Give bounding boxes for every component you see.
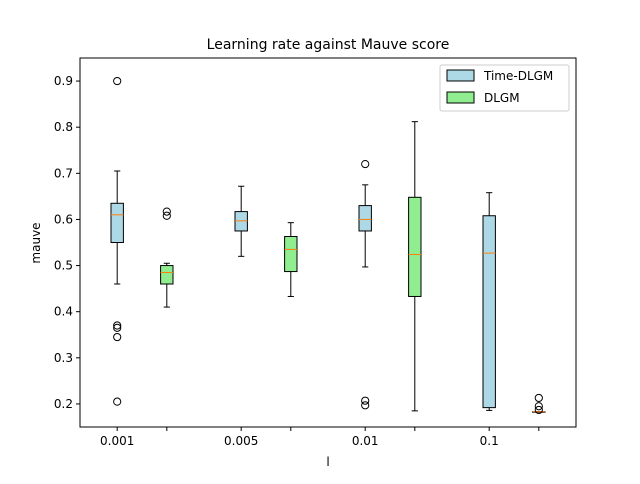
box-body <box>284 236 298 273</box>
box-group-time-dlgm <box>358 159 372 410</box>
y-tick-label: 0.7 <box>54 166 73 180</box>
box-group-time-dlgm <box>234 185 248 257</box>
outlier-point <box>162 207 171 216</box>
box-group-time-dlgm <box>110 76 124 406</box>
outlier-point <box>361 401 370 410</box>
box-group-dlgm <box>532 393 546 415</box>
box-body <box>160 265 174 285</box>
y-tick-label: 0.5 <box>54 259 73 273</box>
y-tick-label: 0.9 <box>54 74 73 88</box>
box-body <box>408 196 422 297</box>
outlier-point <box>162 211 171 220</box>
y-tick-label: 0.3 <box>54 351 73 365</box>
box-body <box>482 215 496 409</box>
y-tick-label: 0.6 <box>54 212 73 226</box>
x-axis-label: l <box>326 455 329 469</box>
plot-frame <box>79 57 577 428</box>
axes-layer: 0.2 0.3 0.4 0.5 0.6 0.7 0.8 0.9 0.001 0.005 0.01 0.… <box>54 57 577 448</box>
legend-swatch-dlgm <box>446 91 475 104</box>
legend: Time-DLGM DLGM <box>439 64 570 112</box>
legend-label-time-dlgm: Time-DLGM <box>483 69 553 83</box>
box-body <box>110 202 124 243</box>
x-tick-label: 0.001 <box>100 434 134 448</box>
outlier-point <box>361 396 370 405</box>
outlier-point <box>113 321 122 330</box>
y-tick-label: 0.8 <box>54 120 73 134</box>
outlier-point <box>113 323 122 332</box>
x-tick-label: 0.01 <box>352 434 379 448</box>
y-tick-label: 0.2 <box>54 397 73 411</box>
outlier-point <box>534 393 543 403</box>
box-group-dlgm <box>408 121 422 412</box>
y-tick-label: 0.4 <box>54 305 73 319</box>
outlier-point <box>361 159 370 169</box>
chart-title: Learning rate against Mauve score <box>207 37 450 53</box>
x-tick-label: 0.005 <box>224 434 258 448</box>
legend-swatch-time-dlgm <box>446 69 475 82</box>
box-body <box>358 205 372 232</box>
outlier-point <box>113 76 122 86</box>
x-tick-label: 0.1 <box>480 434 499 448</box>
outlier-point <box>113 397 122 406</box>
box-group-time-dlgm <box>482 192 496 411</box>
outlier-point <box>113 332 122 342</box>
y-axis-label: mauve <box>29 222 43 263</box>
plot-layer <box>110 76 546 415</box>
box-group-dlgm <box>284 222 298 297</box>
legend-label-dlgm: DLGM <box>484 91 520 105</box>
box-group-dlgm <box>160 207 174 308</box>
outlier-point <box>534 402 543 411</box>
outlier-point <box>534 405 543 415</box>
